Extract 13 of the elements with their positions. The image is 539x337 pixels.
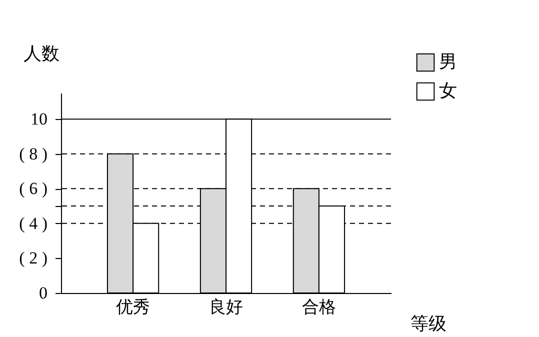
y-tick-label: ( 6 ) xyxy=(19,179,48,198)
legend-label: 女 xyxy=(439,80,457,100)
y-tick-label: 0 xyxy=(39,284,48,302)
x-axis-title: 等级 xyxy=(410,314,446,334)
y-axis-title: 人数 xyxy=(24,44,60,64)
y-tick-label: ( 2 ) xyxy=(19,248,48,268)
x-tick-label: 优秀 xyxy=(116,298,150,316)
x-tick-label: 良好 xyxy=(209,298,243,316)
y-tick-label: 10 xyxy=(30,110,48,129)
y-tick-label: ( 8 ) xyxy=(19,144,48,164)
x-tick-label: 合格 xyxy=(302,298,336,316)
legend-label: 男 xyxy=(439,52,457,72)
y-tick-label: ( 4 ) xyxy=(19,214,48,233)
